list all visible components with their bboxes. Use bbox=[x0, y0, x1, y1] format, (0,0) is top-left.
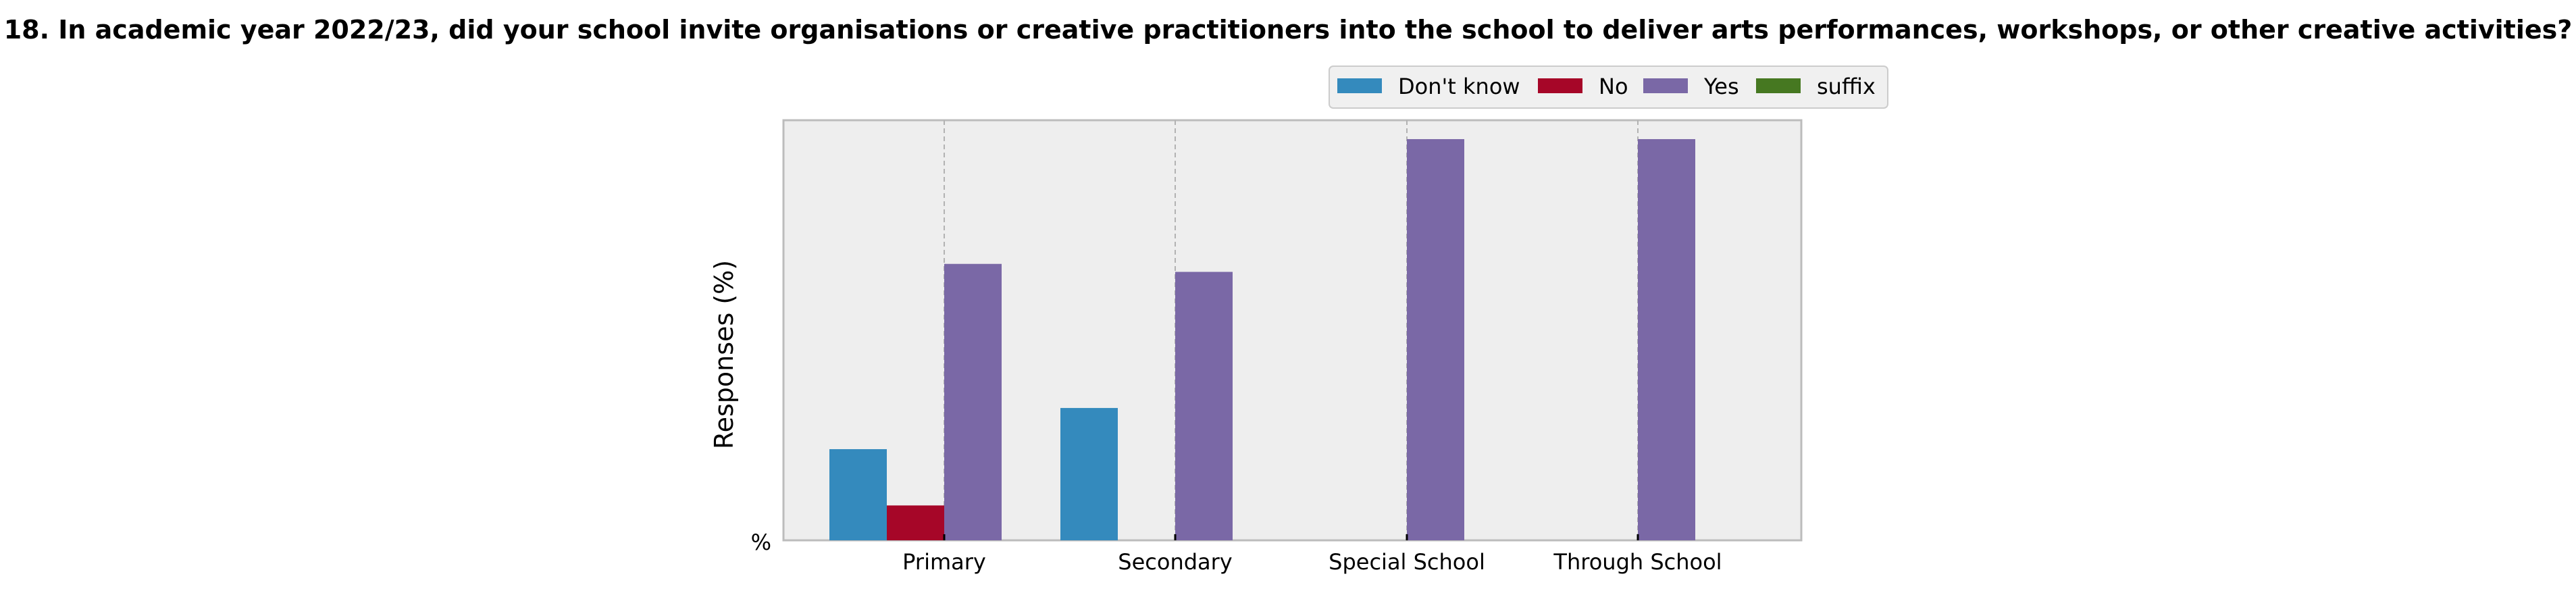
legend-swatch-no bbox=[1538, 78, 1582, 93]
legend-swatch-yes bbox=[1643, 78, 1688, 93]
x-tick-label-2: Secondary bbox=[1118, 549, 1232, 575]
bar-don-t-know-1 bbox=[829, 449, 887, 540]
legend-label-yes: Yes bbox=[1703, 74, 1739, 99]
bar-yes-2 bbox=[1175, 272, 1233, 540]
bar-yes-4 bbox=[1638, 138, 1695, 541]
legend-label-don-t-know: Don't know bbox=[1398, 74, 1520, 99]
bar-no-1 bbox=[887, 505, 944, 540]
legend-swatch-suffix bbox=[1756, 78, 1801, 93]
bar-don-t-know-2 bbox=[1060, 408, 1118, 540]
x-tick-label-4: Through School bbox=[1553, 549, 1722, 575]
bar-yes-3 bbox=[1407, 138, 1464, 541]
x-ticks: Primary Secondary Special School Through Sc… bbox=[902, 534, 1722, 575]
legend-frame bbox=[1329, 66, 1888, 109]
y-tick-label: % bbox=[751, 530, 771, 555]
bar-yes-1 bbox=[944, 263, 1002, 540]
legend-label-suffix: suffix bbox=[1817, 74, 1876, 99]
x-tick-label-1: Primary bbox=[902, 549, 986, 575]
legend-label-no: No bbox=[1599, 74, 1628, 99]
chart-title: 18. In academic year 2022/23, did your s… bbox=[4, 15, 2573, 45]
legend-swatch-don-t-know bbox=[1337, 78, 1382, 93]
legend-items: Don't know No Yes suffix bbox=[1337, 74, 1876, 99]
legend: Don't know No Yes suffix bbox=[1329, 66, 1888, 109]
y-axis-label: Responses (%) bbox=[709, 260, 739, 449]
x-tick-label-3: Special School bbox=[1329, 549, 1485, 575]
bars bbox=[829, 138, 1695, 541]
